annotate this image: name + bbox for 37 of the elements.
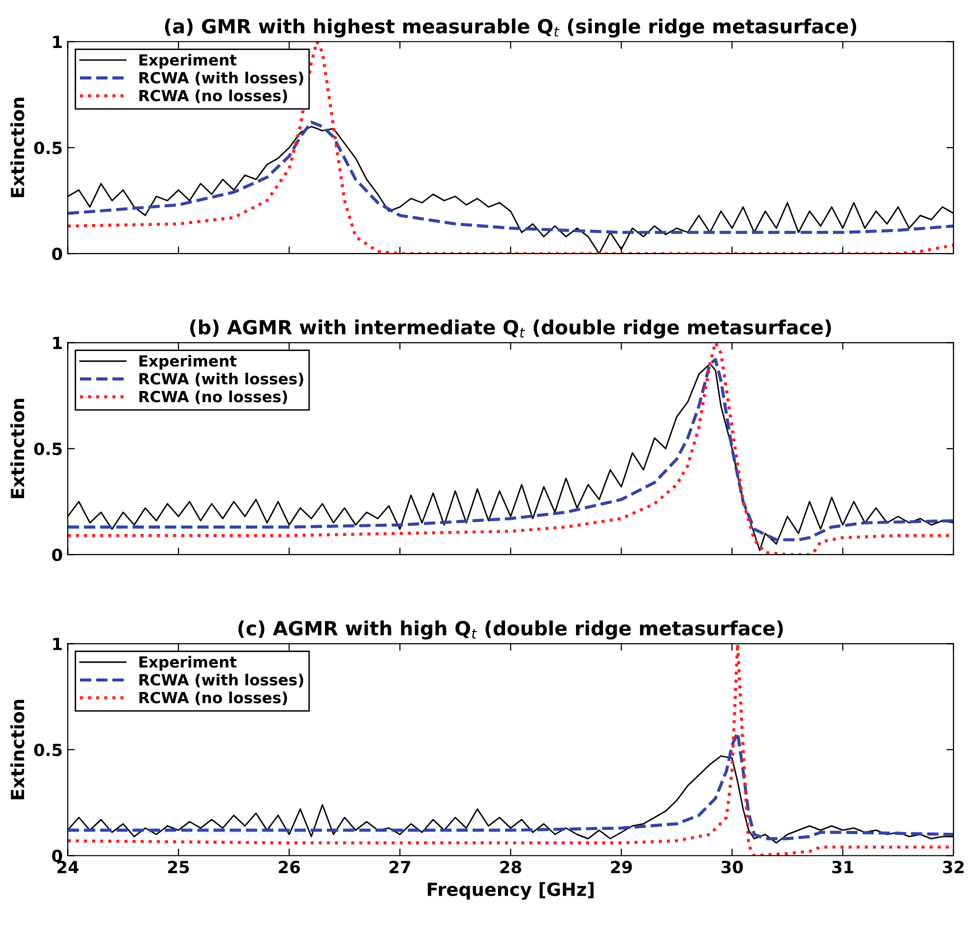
y-tick-label: 1: [53, 638, 62, 650]
legend-label: RCWA (with losses): [139, 674, 304, 688]
y-axis-title: Extinction: [10, 700, 24, 800]
chart-title: (c) AGMR with high Q$_{t}$ (double ridge metasurface): [238, 620, 783, 640]
y-tick-label: 0: [52, 248, 62, 260]
legend-label: Experiment: [139, 354, 237, 370]
legend-label: Experiment: [139, 656, 237, 671]
y-tick-label: 1: [53, 36, 62, 48]
line-series: [68, 120, 954, 234]
chart-title: (b) AGMR with intermediate Q$_{t}$ (double ridge metasurface): [190, 320, 831, 338]
legend-label: RCWA (with losses): [139, 372, 304, 386]
y-tick-label: 1: [53, 336, 62, 349]
legend-label: RCWA (with losses): [139, 72, 304, 86]
y-axis-title: Extinction: [10, 398, 24, 498]
y-tick-label: 0: [52, 548, 62, 562]
x-tick-label: 31: [832, 860, 854, 874]
legend-label: Experiment: [139, 54, 237, 69]
x-tick-label: 27: [390, 860, 410, 874]
x-tick-label: 26: [278, 860, 300, 874]
x-tick-label: 28: [500, 860, 522, 874]
y-tick-label: 0: [52, 850, 62, 862]
chart-title: (a) GMR with highest measurable Q$_{t}$ (single ridge metasurface): [165, 18, 856, 38]
x-axis-title: Frequency [GHz]: [428, 882, 594, 900]
x-tick-label: 29: [611, 860, 632, 874]
legend-label: RCWA (no losses): [139, 692, 288, 706]
y-tick-label: 0.5: [34, 744, 62, 756]
legend-label: RCWA (no losses): [139, 90, 288, 104]
y-tick-label: 0.5: [34, 442, 62, 456]
line-series: [68, 42, 954, 254]
y-axis-title: Extinction: [10, 98, 24, 198]
legend-label: RCWA (no losses): [139, 390, 288, 404]
line-series: [68, 731, 954, 840]
x-tick-label: 25: [168, 860, 189, 874]
x-tick-label: 32: [943, 860, 964, 874]
x-tick-label: 24: [57, 860, 79, 874]
x-tick-label: 30: [722, 860, 743, 874]
y-tick-label: 0.5: [34, 142, 62, 154]
